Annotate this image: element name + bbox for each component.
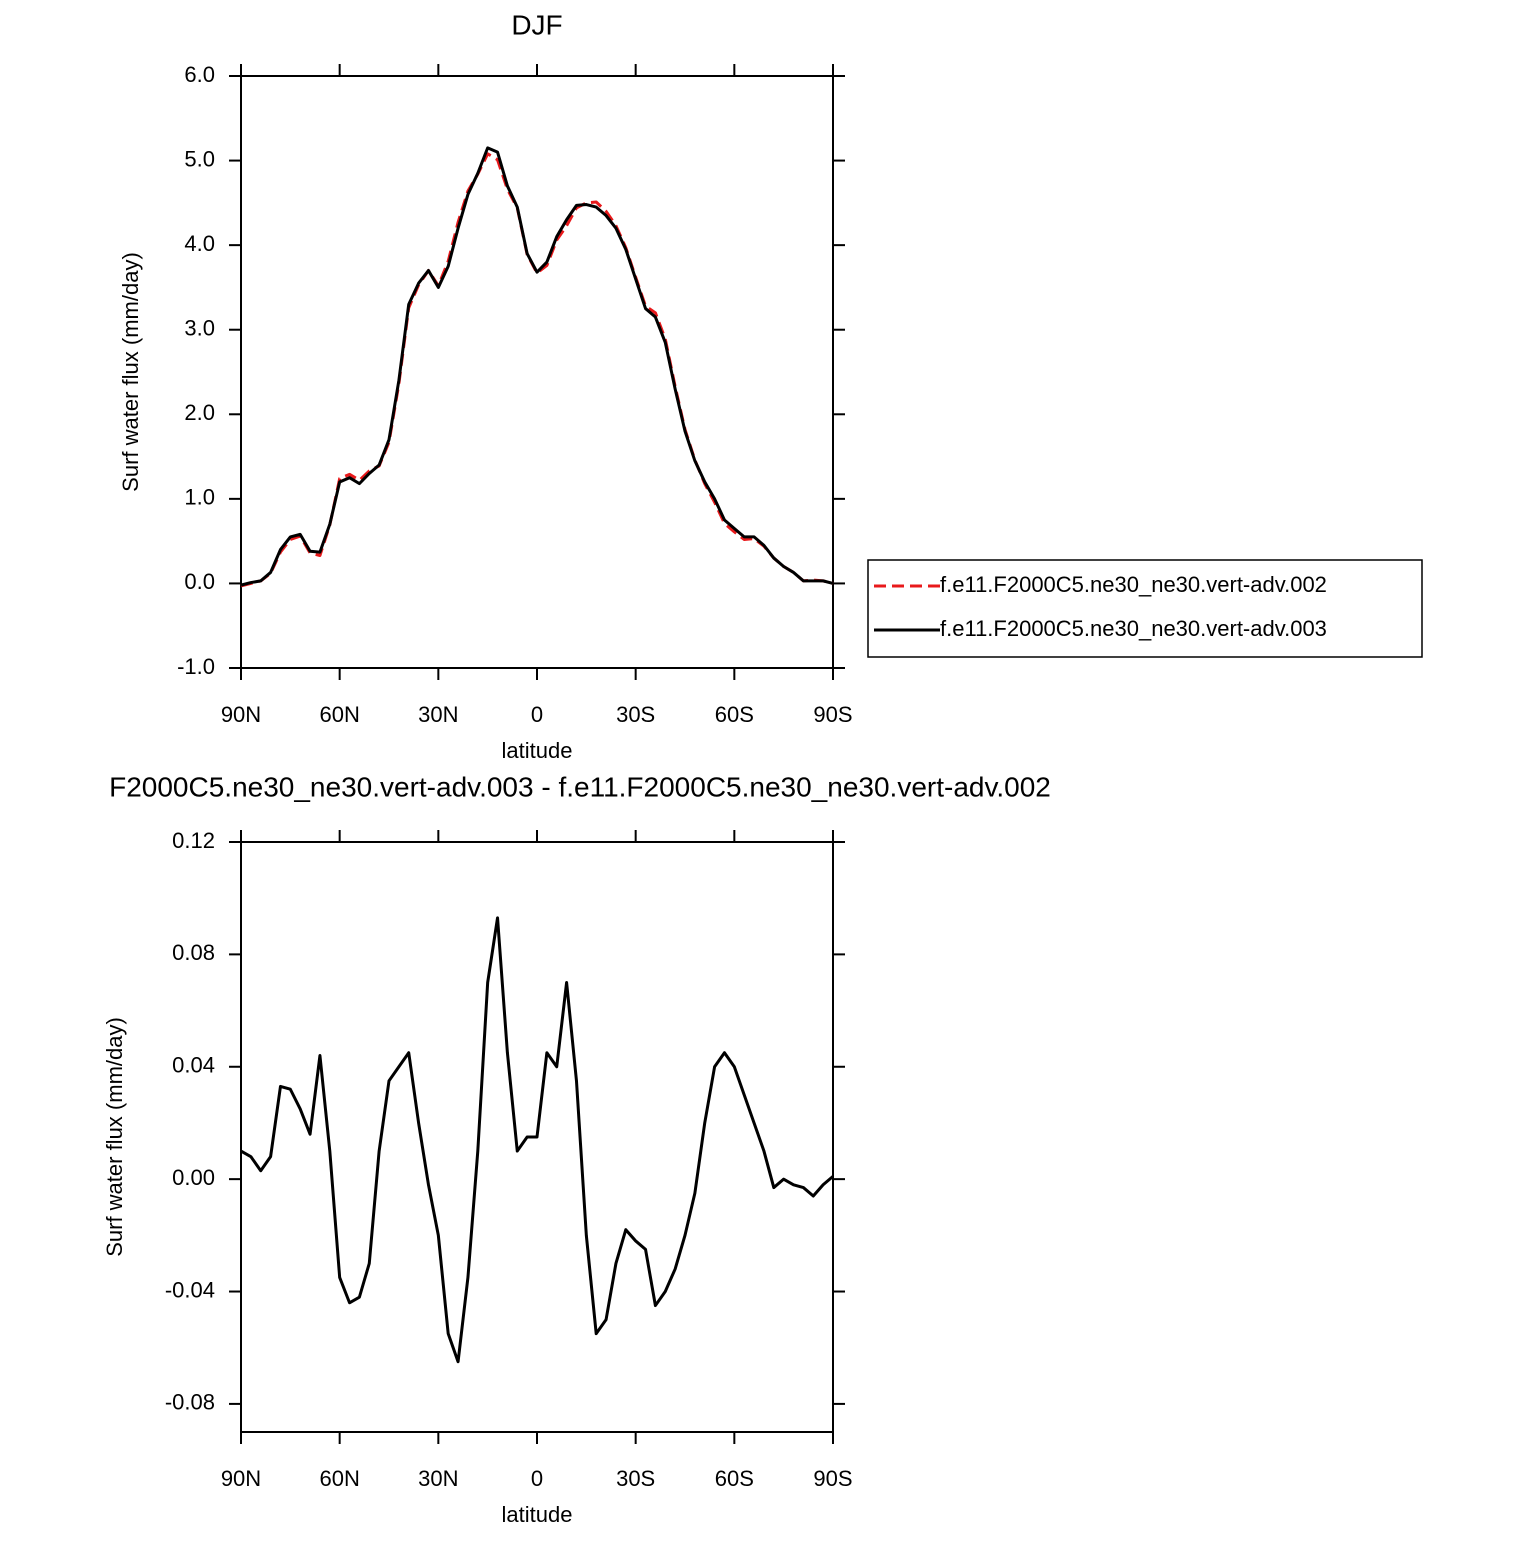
x-tick-label: 90S (813, 1466, 852, 1491)
x-tick-label: 30S (616, 702, 655, 727)
y-axis-label: Surf water flux (mm/day) (118, 252, 143, 492)
chart-title: DJF (511, 9, 562, 40)
y-tick-label: 3.0 (184, 316, 215, 341)
x-axis-label: latitude (502, 1502, 573, 1527)
y-tick-label: -1.0 (177, 654, 215, 679)
data-line (240, 152, 834, 588)
legend-label: f.e11.F2000C5.ne30_ne30.vert-adv.002 (940, 572, 1327, 597)
y-tick-label: 5.0 (184, 146, 215, 171)
y-tick-label: 0.00 (172, 1165, 215, 1190)
chart-title: F2000C5.ne30_ne30.vert-adv.003 - f.e11.F… (109, 771, 1051, 802)
data-line (240, 916, 834, 1364)
x-tick-label: 90N (221, 702, 261, 727)
x-tick-label: 60N (319, 702, 359, 727)
y-tick-label: 1.0 (184, 485, 215, 510)
x-tick-label: 60S (715, 1466, 754, 1491)
x-tick-label: 30N (418, 702, 458, 727)
y-tick-label: -0.08 (165, 1390, 215, 1415)
legend-label: f.e11.F2000C5.ne30_ne30.vert-adv.003 (940, 616, 1327, 641)
legend-box (867, 559, 1423, 658)
y-tick-label: -0.04 (165, 1277, 215, 1302)
x-tick-label: 90S (813, 702, 852, 727)
data-line (240, 146, 834, 587)
plot-frame (240, 75, 834, 669)
x-tick-label: 60S (715, 702, 754, 727)
y-tick-label: 0.08 (172, 940, 215, 965)
y-tick-label: 6.0 (184, 62, 215, 87)
x-tick-label: 90N (221, 1466, 261, 1491)
y-tick-label: 4.0 (184, 231, 215, 256)
y-tick-label: 0.12 (172, 828, 215, 853)
x-tick-label: 30N (418, 1466, 458, 1491)
y-tick-label: 2.0 (184, 400, 215, 425)
x-tick-label: 30S (616, 1466, 655, 1491)
x-tick-label: 0 (531, 702, 543, 727)
y-axis-label: Surf water flux (mm/day) (102, 1017, 127, 1257)
x-tick-label: 60N (319, 1466, 359, 1491)
y-tick-label: 0.04 (172, 1053, 215, 1078)
x-tick-label: 0 (531, 1466, 543, 1491)
y-tick-label: 0.0 (184, 569, 215, 594)
x-axis-label: latitude (502, 738, 573, 763)
